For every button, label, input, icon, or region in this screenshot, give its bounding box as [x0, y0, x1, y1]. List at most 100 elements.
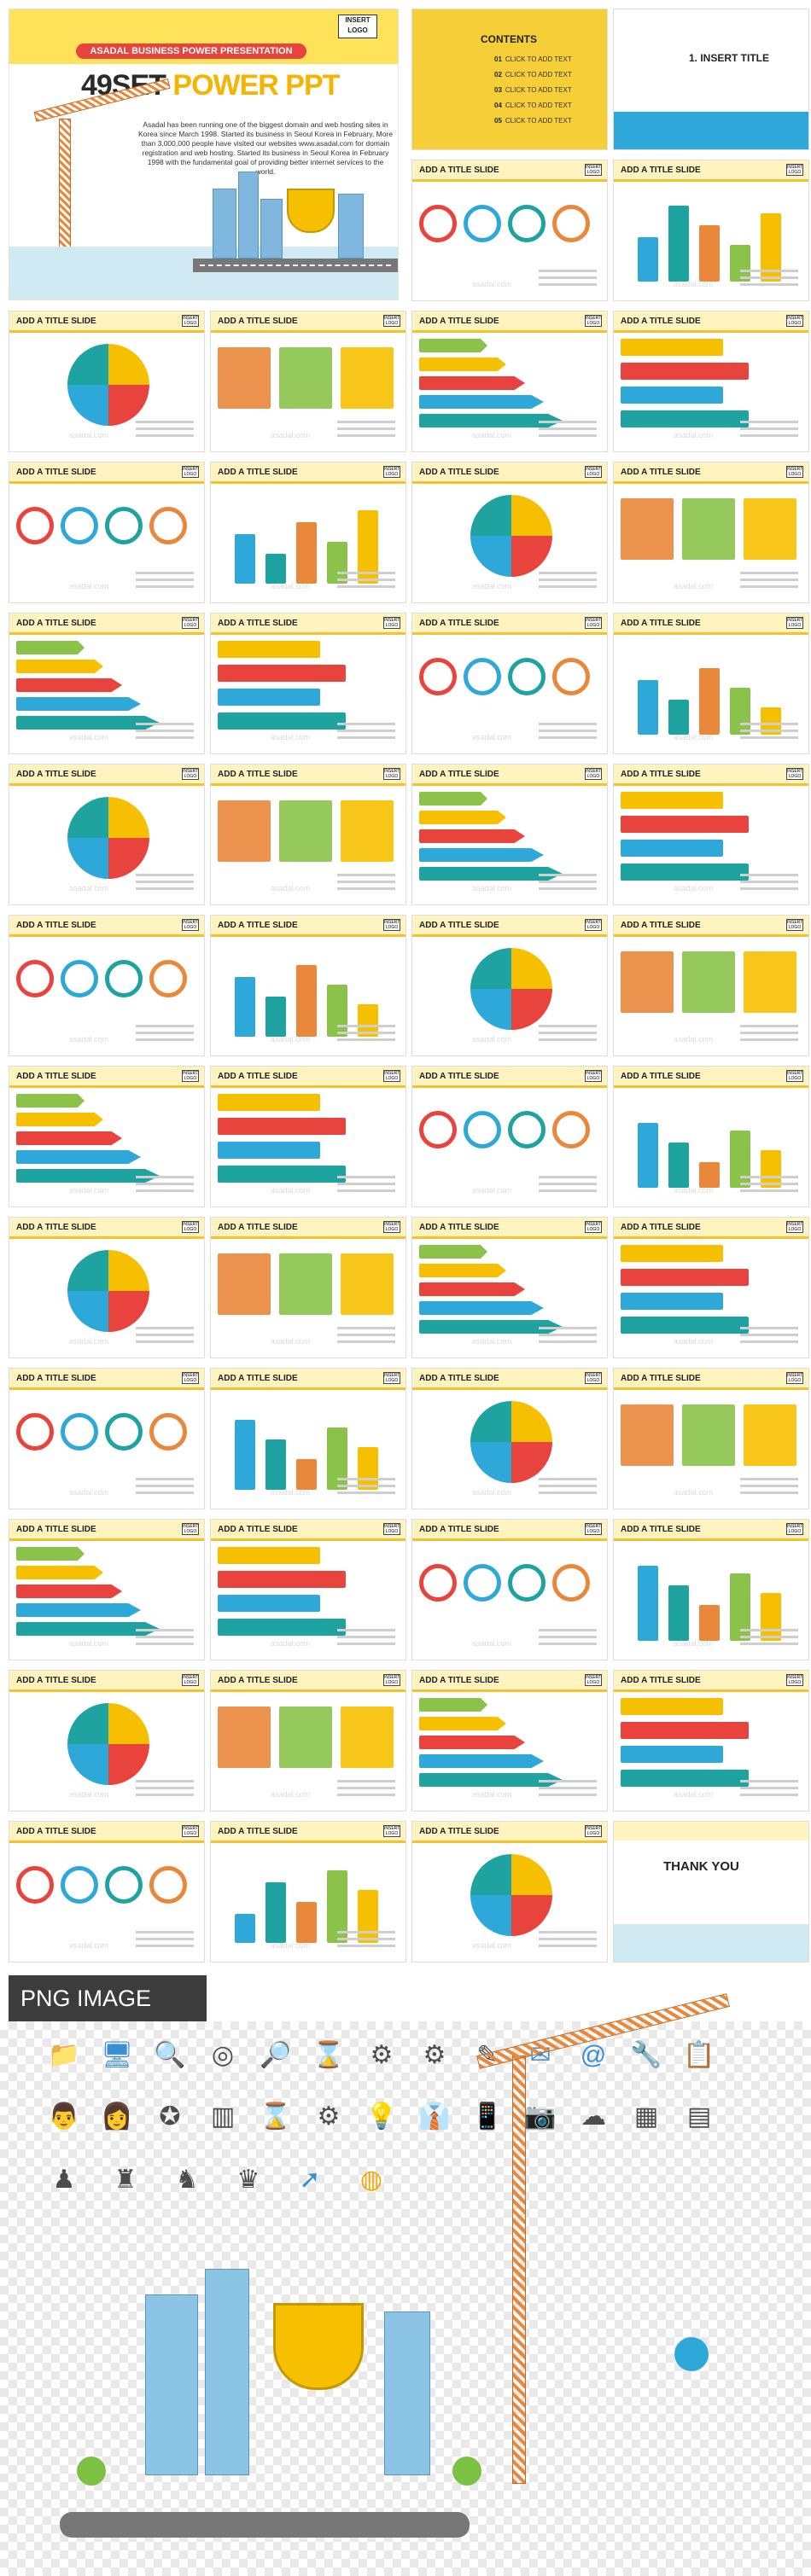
slide-thumbnail[interactable]: ADD A TITLE SLIDE INSERT LOGO asadal.com [9, 1066, 205, 1207]
slide-graphic [16, 1245, 197, 1351]
placeholder-text-line [337, 874, 395, 876]
contents-item-number: 03 [494, 86, 502, 94]
slide-logo: INSERT LOGO [786, 1523, 803, 1535]
slide-logo: INSERT LOGO [383, 1070, 400, 1082]
slide-thumbnail[interactable]: ADD A TITLE SLIDE INSERT LOGO asadal.com [210, 1217, 406, 1358]
placeholder-text-line [740, 270, 798, 272]
graphic-block [218, 1707, 271, 1768]
slide-thumbnail[interactable]: ADD A TITLE SLIDE INSERT LOGO asadal.com [210, 1670, 406, 1811]
slide-thumbnail[interactable]: ADD A TITLE SLIDE INSERT LOGO asadal.com [411, 1368, 608, 1509]
slide-graphic [419, 1396, 600, 1502]
slide-thumbnail[interactable]: ADD A TITLE SLIDE INSERT LOGO asadal.com [613, 764, 809, 905]
placeholder-text-line [136, 1643, 194, 1645]
slide-graphic [419, 339, 600, 445]
watermark: asadal.com [674, 280, 714, 288]
cloud-gears-icon: ☁ [581, 2102, 606, 2131]
slide-thumbnail[interactable]: ADD A TITLE SLIDE INSERT LOGO asadal.com [210, 764, 406, 905]
slide-thumbnail[interactable]: ADD A TITLE SLIDE INSERT LOGO asadal.com [9, 915, 205, 1056]
slide-thumbnail[interactable]: ADD A TITLE SLIDE INSERT LOGO asadal.com [411, 1066, 608, 1207]
slide-thumbnail[interactable]: ADD A TITLE SLIDE INSERT LOGO asadal.com [613, 160, 809, 301]
placeholder-text-line [136, 434, 194, 437]
slide-thumbnail[interactable]: ADD A TITLE SLIDE INSERT LOGO asadal.com [411, 915, 608, 1056]
placeholder-text-line [740, 276, 798, 279]
slide-thumbnail[interactable]: ADD A TITLE SLIDE INSERT LOGO asadal.com [210, 915, 406, 1056]
slide-thumbnail[interactable]: ADD A TITLE SLIDE INSERT LOGO asadal.com [9, 1368, 205, 1509]
slide-logo: INSERT LOGO [182, 1674, 199, 1686]
slide-thumbnail[interactable]: ADD A TITLE SLIDE INSERT LOGO asadal.com [9, 462, 205, 603]
watermark: asadal.com [69, 1186, 109, 1195]
slide-header-line [614, 1236, 808, 1239]
placeholder-text-line [740, 1183, 798, 1185]
slide-thumbnail[interactable]: ADD A TITLE SLIDE INSERT LOGO asadal.com [411, 764, 608, 905]
graphic-arrow [419, 829, 525, 843]
slide-thumbnail[interactable]: ADD A TITLE SLIDE INSERT LOGO asadal.com [411, 613, 608, 754]
slide-thumbnail[interactable]: ADD A TITLE SLIDE INSERT LOGO asadal.com [411, 1821, 608, 1963]
slide-thumbnail[interactable]: ADD A TITLE SLIDE INSERT LOGO asadal.com [613, 1217, 809, 1358]
slide-thumbnail[interactable]: ADD A TITLE SLIDE INSERT LOGO asadal.com [210, 311, 406, 452]
placeholder-text-line [136, 579, 194, 581]
slide-thumbnail[interactable]: ADD A TITLE SLIDE INSERT LOGO asadal.com [9, 764, 205, 905]
placeholder-text-line [740, 1334, 798, 1336]
slide-graphic [16, 943, 197, 1049]
placeholder-text-line [136, 1794, 194, 1796]
slide-header-line [9, 330, 204, 333]
slide-title: ADD A TITLE SLIDE [218, 1676, 298, 1685]
slide-thumbnail[interactable]: ADD A TITLE SLIDE INSERT LOGO asadal.com [613, 311, 809, 452]
placeholder-text-line [136, 1780, 194, 1782]
contents-slide[interactable]: CONTENTS 01 CLICK TO ADD TEXT 02 CLICK TO AD… [411, 9, 608, 150]
graphic-bar [218, 1118, 346, 1135]
slide-thumbnail[interactable]: ADD A TITLE SLIDE INSERT LOGO asadal.com [613, 1066, 809, 1207]
slide-thumbnail[interactable]: ADD A TITLE SLIDE INSERT LOGO asadal.com [613, 462, 809, 603]
placeholder-text-line [539, 1478, 597, 1480]
slide-thumbnail[interactable]: ADD A TITLE SLIDE INSERT LOGO asadal.com [210, 613, 406, 754]
slide-thumbnail[interactable]: ADD A TITLE SLIDE INSERT LOGO asadal.com [9, 1519, 205, 1660]
slide-thumbnail[interactable]: ADD A TITLE SLIDE INSERT LOGO asadal.com [411, 1519, 608, 1660]
graphic-column [761, 1150, 781, 1188]
monitor-icon: 🖥 [100, 2041, 134, 2069]
slide-thumbnail[interactable]: ADD A TITLE SLIDE INSERT LOGO asadal.com [411, 462, 608, 603]
slide-thumbnail[interactable]: ADD A TITLE SLIDE INSERT LOGO asadal.com [9, 613, 205, 754]
slide-thumbnail[interactable]: ADD A TITLE SLIDE INSERT LOGO asadal.com [411, 1670, 608, 1811]
placeholder-text-line [740, 572, 798, 574]
slide-thumbnail[interactable]: ADD A TITLE SLIDE INSERT LOGO asadal.com [411, 1217, 608, 1358]
award-icon: ✪ [159, 2102, 181, 2131]
graphic-arrow [16, 1169, 160, 1183]
slide-thumbnail[interactable]: ADD A TITLE SLIDE INSERT LOGO asadal.com [613, 1368, 809, 1509]
clipboard-icon: 📋 [683, 2041, 715, 2069]
slide-header-band [412, 462, 607, 481]
slide-thumbnail[interactable]: ADD A TITLE SLIDE INSERT LOGO asadal.com [411, 160, 608, 301]
contents-item: 02 CLICK TO ADD TEXT [494, 71, 572, 79]
watermark: asadal.com [69, 733, 109, 741]
graphic-arrow [16, 1603, 141, 1617]
thank-you-slide[interactable]: THANK YOU [613, 1821, 809, 1963]
slide-header-line [9, 1236, 204, 1239]
graphic-block [279, 347, 332, 409]
slide-thumbnail[interactable]: ADD A TITLE SLIDE INSERT LOGO asadal.com [411, 311, 608, 452]
slide-title: ADD A TITLE SLIDE [16, 770, 96, 779]
graphic-bar [218, 1142, 320, 1159]
insert-title-slide[interactable]: 1. INSERT TITLE [613, 9, 809, 150]
graphic-circle [149, 1866, 187, 1904]
slide-thumbnail[interactable]: ADD A TITLE SLIDE INSERT LOGO asadal.com [210, 462, 406, 603]
slide-thumbnail[interactable]: ADD A TITLE SLIDE INSERT LOGO asadal.com [210, 1066, 406, 1207]
watermark: asadal.com [271, 1035, 311, 1044]
slide-thumbnail[interactable]: ADD A TITLE SLIDE INSERT LOGO asadal.com [210, 1519, 406, 1660]
slide-thumbnail[interactable]: ADD A TITLE SLIDE INSERT LOGO asadal.com [9, 1217, 205, 1358]
slide-thumbnail[interactable]: ADD A TITLE SLIDE INSERT LOGO asadal.com [613, 1519, 809, 1660]
placeholder-text-line [337, 1334, 395, 1336]
contents-item-label: CLICK TO ADD TEXT [505, 86, 572, 94]
slide-thumbnail[interactable]: ADD A TITLE SLIDE INSERT LOGO asadal.com [9, 311, 205, 452]
slide-header-line [9, 632, 204, 635]
slide-thumbnail[interactable]: ADD A TITLE SLIDE INSERT LOGO asadal.com [9, 1821, 205, 1963]
slide-thumbnail[interactable]: ADD A TITLE SLIDE INSERT LOGO asadal.com [9, 1670, 205, 1811]
slide-thumbnail[interactable]: ADD A TITLE SLIDE INSERT LOGO asadal.com [613, 613, 809, 754]
slide-header-line [9, 783, 204, 786]
slide-graphic [16, 1547, 197, 1653]
slide-logo: INSERT LOGO [383, 1372, 400, 1384]
slide-thumbnail[interactable]: ADD A TITLE SLIDE INSERT LOGO asadal.com [210, 1821, 406, 1963]
hero-slide[interactable]: INSERT LOGO ASADAL BUSINESS POWER PRESEN… [9, 9, 399, 300]
graphic-column [668, 1585, 689, 1641]
slide-thumbnail[interactable]: ADD A TITLE SLIDE INSERT LOGO asadal.com [210, 1368, 406, 1509]
slide-thumbnail[interactable]: ADD A TITLE SLIDE INSERT LOGO asadal.com [613, 1670, 809, 1811]
slide-thumbnail[interactable]: ADD A TITLE SLIDE INSERT LOGO asadal.com [613, 915, 809, 1056]
